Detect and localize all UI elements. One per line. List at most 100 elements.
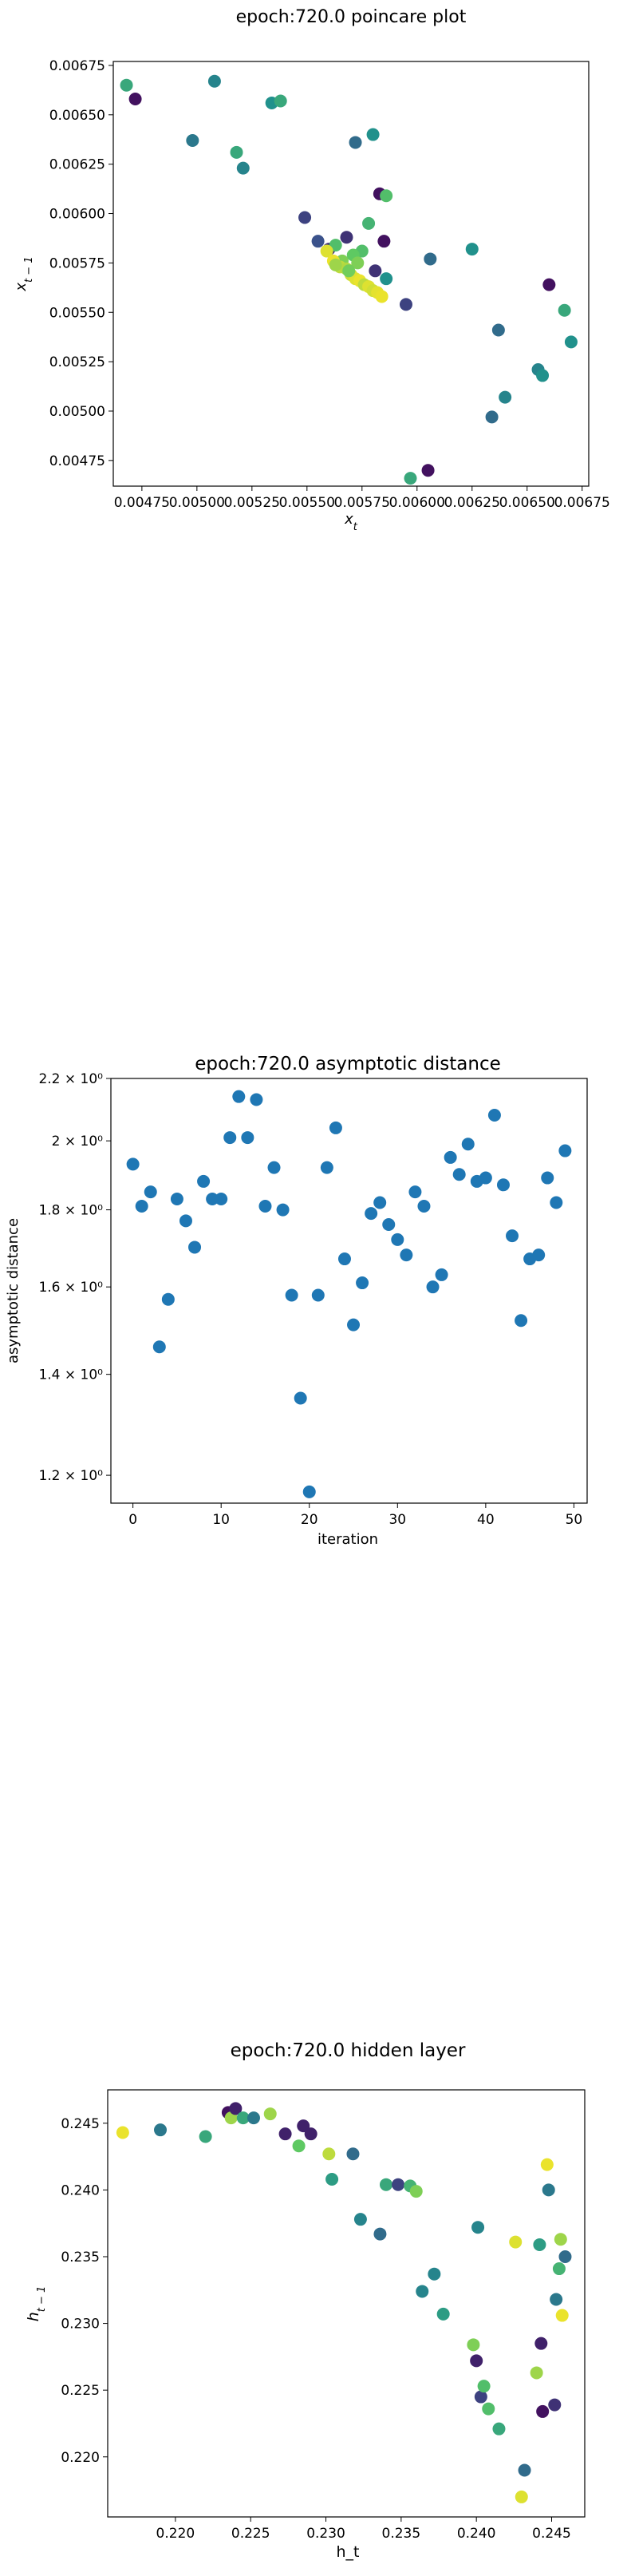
data-point (466, 243, 479, 255)
x-axis-ticks: 0.004750.005000.005250.005500.005750.006… (114, 486, 610, 511)
y-tick-label: 0.00625 (49, 157, 105, 173)
y-tick-label: 1.4 × 10⁰ (38, 1367, 103, 1383)
data-point (346, 2147, 359, 2160)
data-point (264, 2107, 277, 2120)
data-point (400, 1248, 412, 1261)
y-tick-label: 0.00675 (49, 58, 105, 74)
y-tick-label: 1.8 × 10⁰ (38, 1203, 103, 1219)
data-point (338, 1252, 351, 1265)
data-point (367, 129, 380, 141)
data-point (462, 1138, 475, 1150)
data-point (380, 2178, 392, 2191)
x-tick-label: 0.00475 (114, 495, 170, 511)
data-point (136, 1200, 148, 1213)
scatter-points (116, 2102, 572, 2503)
data-point (369, 264, 381, 277)
data-point (542, 2183, 555, 2196)
x-tick-label: 0.245 (532, 2526, 571, 2542)
data-point (534, 2337, 547, 2350)
y-axis-ticks: 0.220 0.225 0.230 0.235 0.240 0.245 (61, 2116, 108, 2466)
data-point (422, 464, 435, 477)
x-tick-label: 10 (212, 1512, 230, 1528)
data-point (380, 189, 392, 202)
data-point (340, 231, 353, 243)
data-point (349, 136, 362, 148)
data-point (293, 2139, 306, 2152)
data-point (153, 1340, 166, 1353)
data-point (497, 1178, 510, 1191)
data-point (428, 2268, 440, 2281)
data-point (519, 2463, 531, 2476)
y-axis-ticks: 0.00475 0.00500 0.00525 0.00550 0.00575 0.006… (49, 58, 113, 469)
data-point (377, 235, 390, 247)
y-tick-label: 0.225 (61, 2383, 100, 2399)
x-axis-label: iteration (318, 1531, 378, 1548)
data-point (237, 162, 250, 175)
data-point (232, 1090, 245, 1103)
data-point (553, 2262, 566, 2275)
data-point (400, 298, 412, 311)
x-tick-label: 0.00575 (334, 495, 390, 511)
data-point (410, 2185, 423, 2198)
y-tick-label: 0.00475 (49, 453, 105, 469)
x-tick-label: 0.00600 (389, 495, 445, 511)
data-point (453, 1168, 466, 1181)
y-tick-label: 0.00650 (49, 108, 105, 124)
data-point (356, 1276, 369, 1289)
data-point (188, 1241, 201, 1253)
x-tick-label: 40 (477, 1512, 495, 1528)
x-axis-label: xt (344, 511, 358, 533)
y-tick-label: 0.00500 (49, 404, 105, 420)
data-point (550, 1197, 562, 1209)
data-point (279, 2127, 292, 2140)
y-tick-label: 1.6 × 10⁰ (38, 1280, 103, 1296)
y-tick-label: 0.220 (61, 2450, 100, 2466)
data-point (268, 1161, 281, 1174)
y-tick-label: 2 × 10⁰ (52, 1134, 103, 1150)
data-point (347, 1319, 360, 1332)
data-point (365, 1207, 377, 1220)
data-point (312, 1288, 325, 1301)
y-axis-label: ht − 1 (25, 2286, 48, 2322)
data-point (499, 391, 511, 404)
x-axis-ticks: 0 10 20 30 40 50 (128, 1503, 582, 1528)
y-tick-label: 0.00550 (49, 305, 105, 321)
y-tick-label: 0.00600 (49, 207, 105, 223)
data-point (171, 1193, 183, 1205)
x-tick-label: 0.00525 (224, 495, 280, 511)
data-point (558, 304, 571, 317)
scatter-points (127, 1090, 572, 1498)
data-point (380, 272, 392, 285)
data-point (436, 1268, 448, 1281)
y-axis-ticks: 1.2 × 10⁰ 1.4 × 10⁰ 1.6 × 10⁰ 1.8 × 10⁰ 2 × … (38, 1071, 111, 1484)
plot-frame (111, 1078, 587, 1503)
data-point (322, 2147, 335, 2160)
data-point (197, 1175, 210, 1188)
y-tick-label: 0.245 (61, 2116, 100, 2132)
data-point (416, 2285, 428, 2297)
data-point (417, 1200, 430, 1213)
y-tick-label: 0.235 (61, 2250, 100, 2265)
data-point (247, 2111, 260, 2124)
data-point (321, 1161, 333, 1174)
x-tick-label: 0.240 (457, 2526, 496, 2542)
data-point (116, 2127, 129, 2139)
asymptotic-distance-panel: epoch:720.0 asymptotic distance 0 10 20 30 4… (0, 1038, 635, 1581)
x-tick-label: 0.225 (231, 2526, 270, 2542)
data-point (373, 2228, 386, 2241)
data-point (231, 146, 243, 159)
data-point (186, 134, 199, 147)
data-point (404, 472, 417, 485)
data-point (250, 1094, 262, 1106)
data-point (382, 1218, 395, 1231)
data-point (258, 1200, 271, 1213)
data-point (532, 1248, 545, 1261)
data-point (492, 324, 505, 337)
data-point (550, 2293, 562, 2305)
data-point (536, 369, 549, 382)
data-point (325, 2173, 338, 2186)
data-point (533, 2238, 546, 2251)
data-point (467, 2338, 479, 2351)
data-point (162, 1293, 175, 1306)
data-point (554, 2233, 567, 2246)
